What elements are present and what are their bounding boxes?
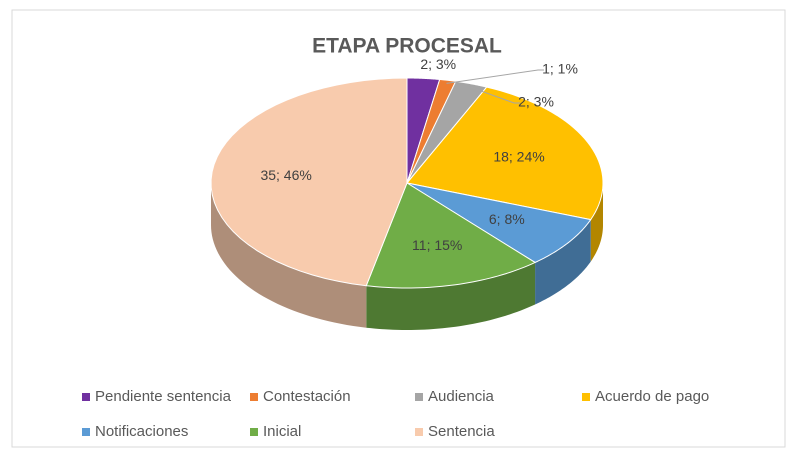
data-label: 18; 24% <box>493 148 544 164</box>
data-label: 6; 8% <box>489 211 525 227</box>
data-label: 2; 3% <box>420 56 456 72</box>
data-label: 2; 3% <box>518 94 554 110</box>
slice <box>406 182 592 264</box>
legend-label: Pendiente sentencia <box>95 388 232 405</box>
legend-label: Audiencia <box>428 388 495 405</box>
data-label: 1; 1% <box>542 61 578 77</box>
legend-label: Sentencia <box>428 423 495 440</box>
slice <box>406 86 604 221</box>
slice <box>365 182 537 289</box>
slice-side <box>535 219 591 305</box>
slice <box>210 77 408 287</box>
legend-swatch <box>250 428 258 436</box>
slice-side <box>366 262 536 330</box>
leader-line <box>469 86 520 104</box>
legend-swatch <box>415 393 423 401</box>
legend-label: Acuerdo de pago <box>595 388 709 405</box>
chart-title: ETAPA PROCESAL <box>312 35 502 58</box>
slice <box>406 80 488 184</box>
legend-label: Notificaciones <box>95 423 188 440</box>
legend-label: Inicial <box>263 423 301 440</box>
legend-swatch <box>582 393 590 401</box>
legend-swatch <box>82 428 90 436</box>
legend-swatch <box>82 393 90 401</box>
data-label: 35; 46% <box>260 167 311 183</box>
data-label: 11; 15% <box>412 237 462 253</box>
legend-swatch <box>415 428 423 436</box>
leader-line <box>446 69 544 84</box>
legend-swatch <box>250 393 258 401</box>
slice-side <box>211 183 367 328</box>
legend-label: Contestación <box>263 388 351 405</box>
